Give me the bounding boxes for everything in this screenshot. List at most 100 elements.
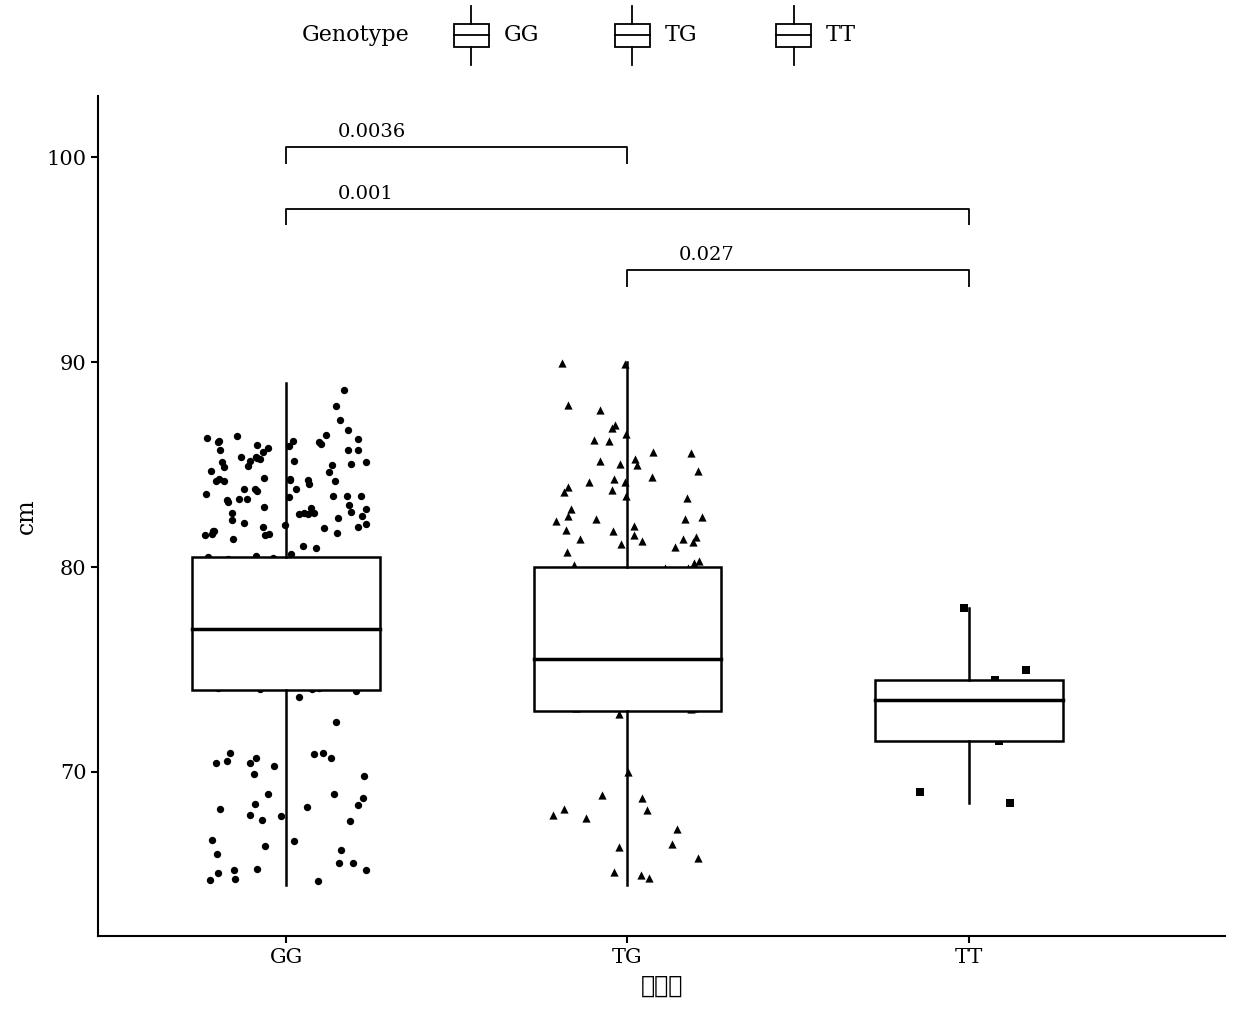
- Point: [275, 627, 295, 643]
- Point: [280, 472, 300, 488]
- Point: [560, 500, 580, 517]
- Point: [200, 564, 219, 580]
- Point: [346, 683, 366, 699]
- Point: [221, 659, 241, 676]
- Point: [289, 637, 309, 653]
- Point: [248, 483, 268, 499]
- Point: [322, 457, 342, 473]
- Point: [280, 642, 300, 658]
- Point: [608, 636, 627, 652]
- Point: [241, 755, 260, 771]
- Point: [247, 624, 267, 640]
- Point: [195, 627, 215, 643]
- Point: [619, 625, 639, 641]
- Point: [334, 609, 353, 625]
- Point: [309, 598, 329, 614]
- Point: [198, 633, 218, 649]
- Point: [234, 515, 254, 531]
- Point: [213, 663, 233, 679]
- Point: [683, 534, 703, 550]
- Point: [677, 559, 697, 575]
- Point: [325, 665, 345, 681]
- Point: [341, 640, 361, 656]
- Point: [210, 631, 229, 647]
- Point: [278, 565, 298, 581]
- Point: [241, 571, 260, 588]
- Point: [316, 639, 336, 655]
- Point: [242, 672, 262, 688]
- Point: [573, 628, 593, 644]
- Point: [335, 576, 355, 593]
- Point: [210, 639, 229, 655]
- Point: [275, 606, 295, 622]
- Point: [569, 531, 589, 547]
- Point: [347, 797, 367, 813]
- Point: [599, 434, 619, 450]
- Point: [262, 627, 281, 643]
- Point: [551, 656, 570, 673]
- Point: [284, 590, 304, 606]
- Text: 0.001: 0.001: [337, 184, 393, 203]
- Point: [299, 603, 319, 619]
- Point: [272, 641, 291, 657]
- Point: [345, 556, 365, 572]
- Point: [208, 471, 228, 487]
- Point: [329, 511, 348, 527]
- Point: [595, 621, 615, 637]
- Point: [652, 656, 672, 673]
- Point: [341, 812, 361, 829]
- Point: [300, 615, 320, 631]
- Point: [218, 493, 238, 510]
- Point: [205, 633, 224, 649]
- Point: [258, 608, 278, 624]
- Point: [223, 559, 243, 575]
- Point: [284, 636, 304, 652]
- Point: [558, 509, 578, 525]
- Point: [574, 680, 594, 696]
- Point: [1016, 661, 1035, 678]
- Point: [598, 685, 618, 701]
- Point: [280, 471, 300, 487]
- Point: [234, 481, 254, 497]
- Point: [306, 619, 326, 635]
- Point: [593, 586, 613, 602]
- Point: [309, 630, 329, 646]
- Point: [946, 692, 966, 708]
- Point: [304, 746, 324, 762]
- Point: [351, 615, 371, 631]
- Point: [346, 616, 366, 632]
- Point: [253, 519, 273, 535]
- Point: [206, 613, 226, 629]
- Point: [325, 642, 345, 658]
- Point: [254, 498, 274, 515]
- Point: [210, 623, 229, 639]
- Point: [652, 655, 672, 672]
- Point: [639, 682, 658, 698]
- Point: [221, 608, 241, 624]
- Point: [310, 585, 330, 601]
- Point: [246, 796, 265, 812]
- Point: [223, 531, 243, 547]
- Point: [224, 871, 244, 887]
- Point: [311, 661, 331, 678]
- Point: [667, 685, 687, 701]
- Point: [207, 846, 227, 862]
- Point: [277, 650, 296, 667]
- Point: [201, 463, 221, 479]
- Point: [461, 27, 481, 44]
- Point: [309, 680, 329, 696]
- Point: [295, 624, 315, 640]
- Point: [246, 620, 265, 636]
- Point: [615, 634, 635, 650]
- Point: [300, 648, 320, 665]
- Point: [600, 626, 620, 642]
- Point: [667, 661, 687, 678]
- Point: [615, 592, 635, 608]
- Point: [556, 665, 575, 681]
- Point: [267, 627, 286, 643]
- Text: 0.0036: 0.0036: [337, 124, 405, 141]
- Point: [317, 554, 337, 570]
- Point: [309, 434, 329, 450]
- Point: [296, 608, 316, 624]
- Point: [267, 636, 286, 652]
